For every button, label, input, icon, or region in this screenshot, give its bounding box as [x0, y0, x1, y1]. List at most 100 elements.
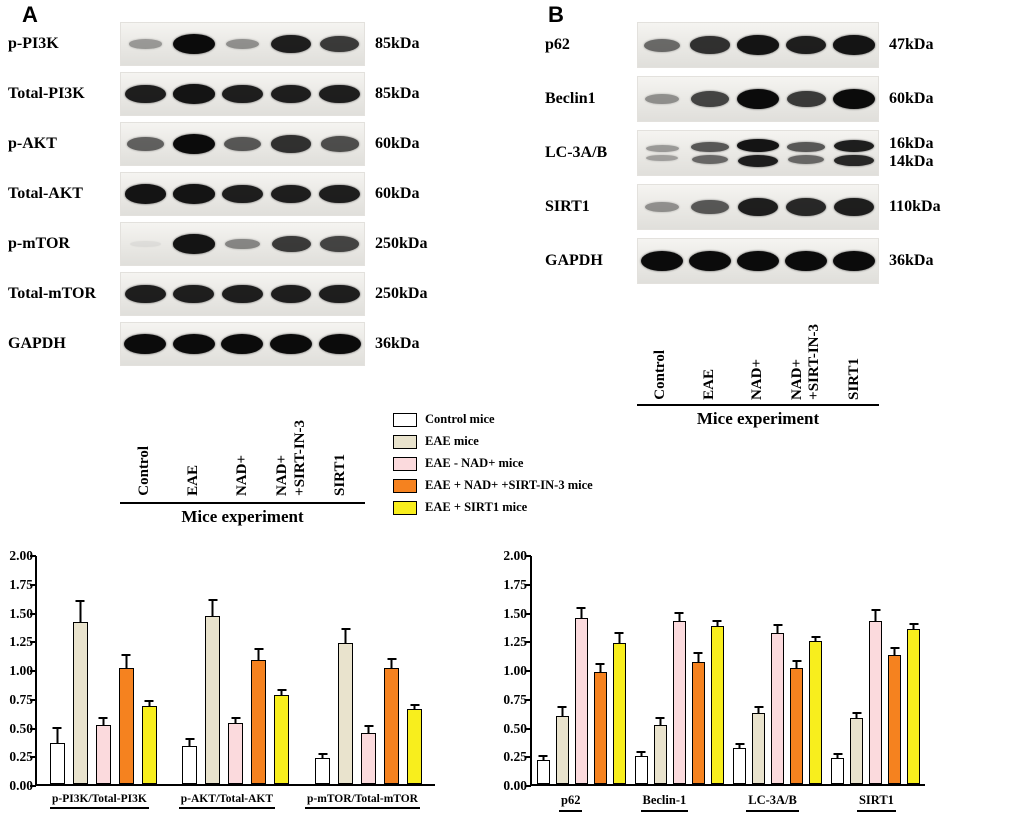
- blot-band: [173, 284, 215, 304]
- bar-wrap: [672, 556, 686, 784]
- blot-lane: [734, 77, 782, 121]
- blot-band: [124, 284, 166, 304]
- blot-lane: [315, 23, 364, 65]
- blot-lane: [638, 77, 686, 121]
- blot-band: [320, 236, 359, 252]
- error-bar-line: [56, 728, 59, 743]
- error-bar-line: [795, 661, 798, 668]
- error-bar-line: [836, 754, 839, 758]
- bar: [361, 733, 377, 784]
- blot-band: [221, 334, 264, 354]
- error-bar-line: [580, 608, 583, 619]
- blot-row: LC-3A/B 16kDa 14kDa: [545, 130, 941, 176]
- panel-a-lane-labels: Control EAE NAD+ NAD+ +SIRT-IN-3 SIRT1: [120, 378, 365, 496]
- y-axis-tick-label: 2.00: [9, 548, 33, 563]
- y-axis-tick-label: 1.25: [503, 634, 527, 650]
- blot-lane: [782, 185, 830, 229]
- blot-band: [319, 84, 361, 104]
- error-bar: [185, 738, 195, 747]
- blot-row: Total-PI3K 85kDa: [8, 72, 427, 116]
- blot-lane: [686, 185, 734, 229]
- bar-wrap: [850, 556, 864, 784]
- error-bar: [735, 742, 745, 749]
- blot-band: [172, 34, 215, 54]
- blot-row: p-AKT 60kDa: [8, 122, 427, 166]
- bar-wrap: [72, 556, 88, 784]
- lane-label-text: NAD+: [749, 358, 766, 400]
- y-axis-tick-label: 1.50: [503, 605, 527, 621]
- panel-a-axis-line: [120, 502, 365, 504]
- error-bar-line: [640, 752, 643, 757]
- blot-lane: [218, 123, 267, 165]
- bar: [141, 705, 157, 784]
- error-bar: [341, 627, 351, 643]
- error-bar-line: [912, 625, 915, 629]
- error-bar-line: [855, 713, 858, 719]
- blot-lane: [315, 273, 364, 315]
- bar-chart-pi3k-akt-mtor: 2.00 1.75 1.50 1.25 1.00 0.75 0.50 0.25 0.00 p-P…: [0, 546, 450, 824]
- y-axis-tick-label: 0.00: [503, 778, 527, 793]
- bar-wrap: [790, 556, 804, 784]
- blot-protein-label: p-mTOR: [8, 235, 70, 252]
- error-bar: [557, 705, 567, 717]
- blot-lane: [638, 131, 686, 175]
- blot-strip: [120, 22, 365, 66]
- bar-group: [49, 556, 157, 784]
- blot-lane: [218, 273, 267, 315]
- blot-lane: [170, 23, 219, 65]
- y-axis-tick-label: 1.00: [503, 663, 527, 678]
- y-axis-tick: [525, 583, 531, 586]
- blot-lane: [267, 223, 316, 265]
- blot-lane: [170, 273, 219, 315]
- blot-band: [737, 197, 779, 217]
- blot-band: [737, 154, 779, 167]
- bar-wrap: [733, 556, 747, 784]
- bar: [888, 655, 902, 784]
- blot-strip: [120, 322, 365, 366]
- blot-row: Total-mTOR 250kDa: [8, 272, 427, 316]
- error-bar-line: [599, 665, 602, 673]
- x-axis-group-label: p62: [559, 792, 583, 812]
- panel-b-axis-label: Mice experiment: [696, 409, 820, 428]
- blot-band: [319, 284, 361, 304]
- error-bar-line: [874, 611, 877, 621]
- blot-band: [785, 251, 827, 271]
- error-bar-line: [738, 744, 741, 749]
- lane-label: SIRT1: [831, 298, 879, 400]
- bar-wrap: [574, 556, 588, 784]
- blot-lane: [170, 223, 219, 265]
- blot-lane: [734, 23, 782, 67]
- y-axis-tick-label: 0.75: [9, 691, 33, 707]
- y-axis-tick: [30, 698, 36, 701]
- error-bar-line: [618, 634, 621, 643]
- bar: [831, 757, 845, 784]
- legend-item: EAE + SIRT1 mice: [393, 500, 593, 515]
- y-axis-tick: [30, 727, 36, 730]
- error-bar: [364, 725, 374, 734]
- bar-wrap: [407, 556, 423, 784]
- bar-wrap: [869, 556, 883, 784]
- blot-lane: [315, 323, 364, 365]
- legend-color-swatch: [393, 434, 417, 449]
- bar-group: [315, 556, 423, 784]
- x-axis-group-label: p-mTOR/Total-mTOR: [305, 792, 420, 809]
- error-bar-line: [413, 705, 416, 710]
- bar-wrap: [888, 556, 902, 784]
- left-chart-plot-area: [30, 555, 435, 787]
- blot-lane: [782, 239, 830, 283]
- blot-band: [124, 334, 167, 354]
- error-bar-line: [148, 702, 151, 706]
- bar-wrap: [95, 556, 111, 784]
- panel-a-blot-rows: p-PI3K 85kDa Total-PI3K 85kDa p-AKT 60kDa Tota…: [8, 22, 427, 366]
- blot-protein-label: LC-3A/B: [545, 144, 608, 161]
- bar-wrap: [274, 556, 290, 784]
- bar-wrap: [809, 556, 823, 784]
- blot-band: [270, 34, 312, 54]
- bar-wrap: [593, 556, 607, 784]
- error-bar: [75, 600, 85, 622]
- blot-lane: [121, 323, 170, 365]
- blot-lane: [121, 73, 170, 115]
- blot-row: Beclin1 60kDa: [545, 76, 941, 122]
- bar-wrap: [536, 556, 550, 784]
- blot-band: [833, 35, 875, 55]
